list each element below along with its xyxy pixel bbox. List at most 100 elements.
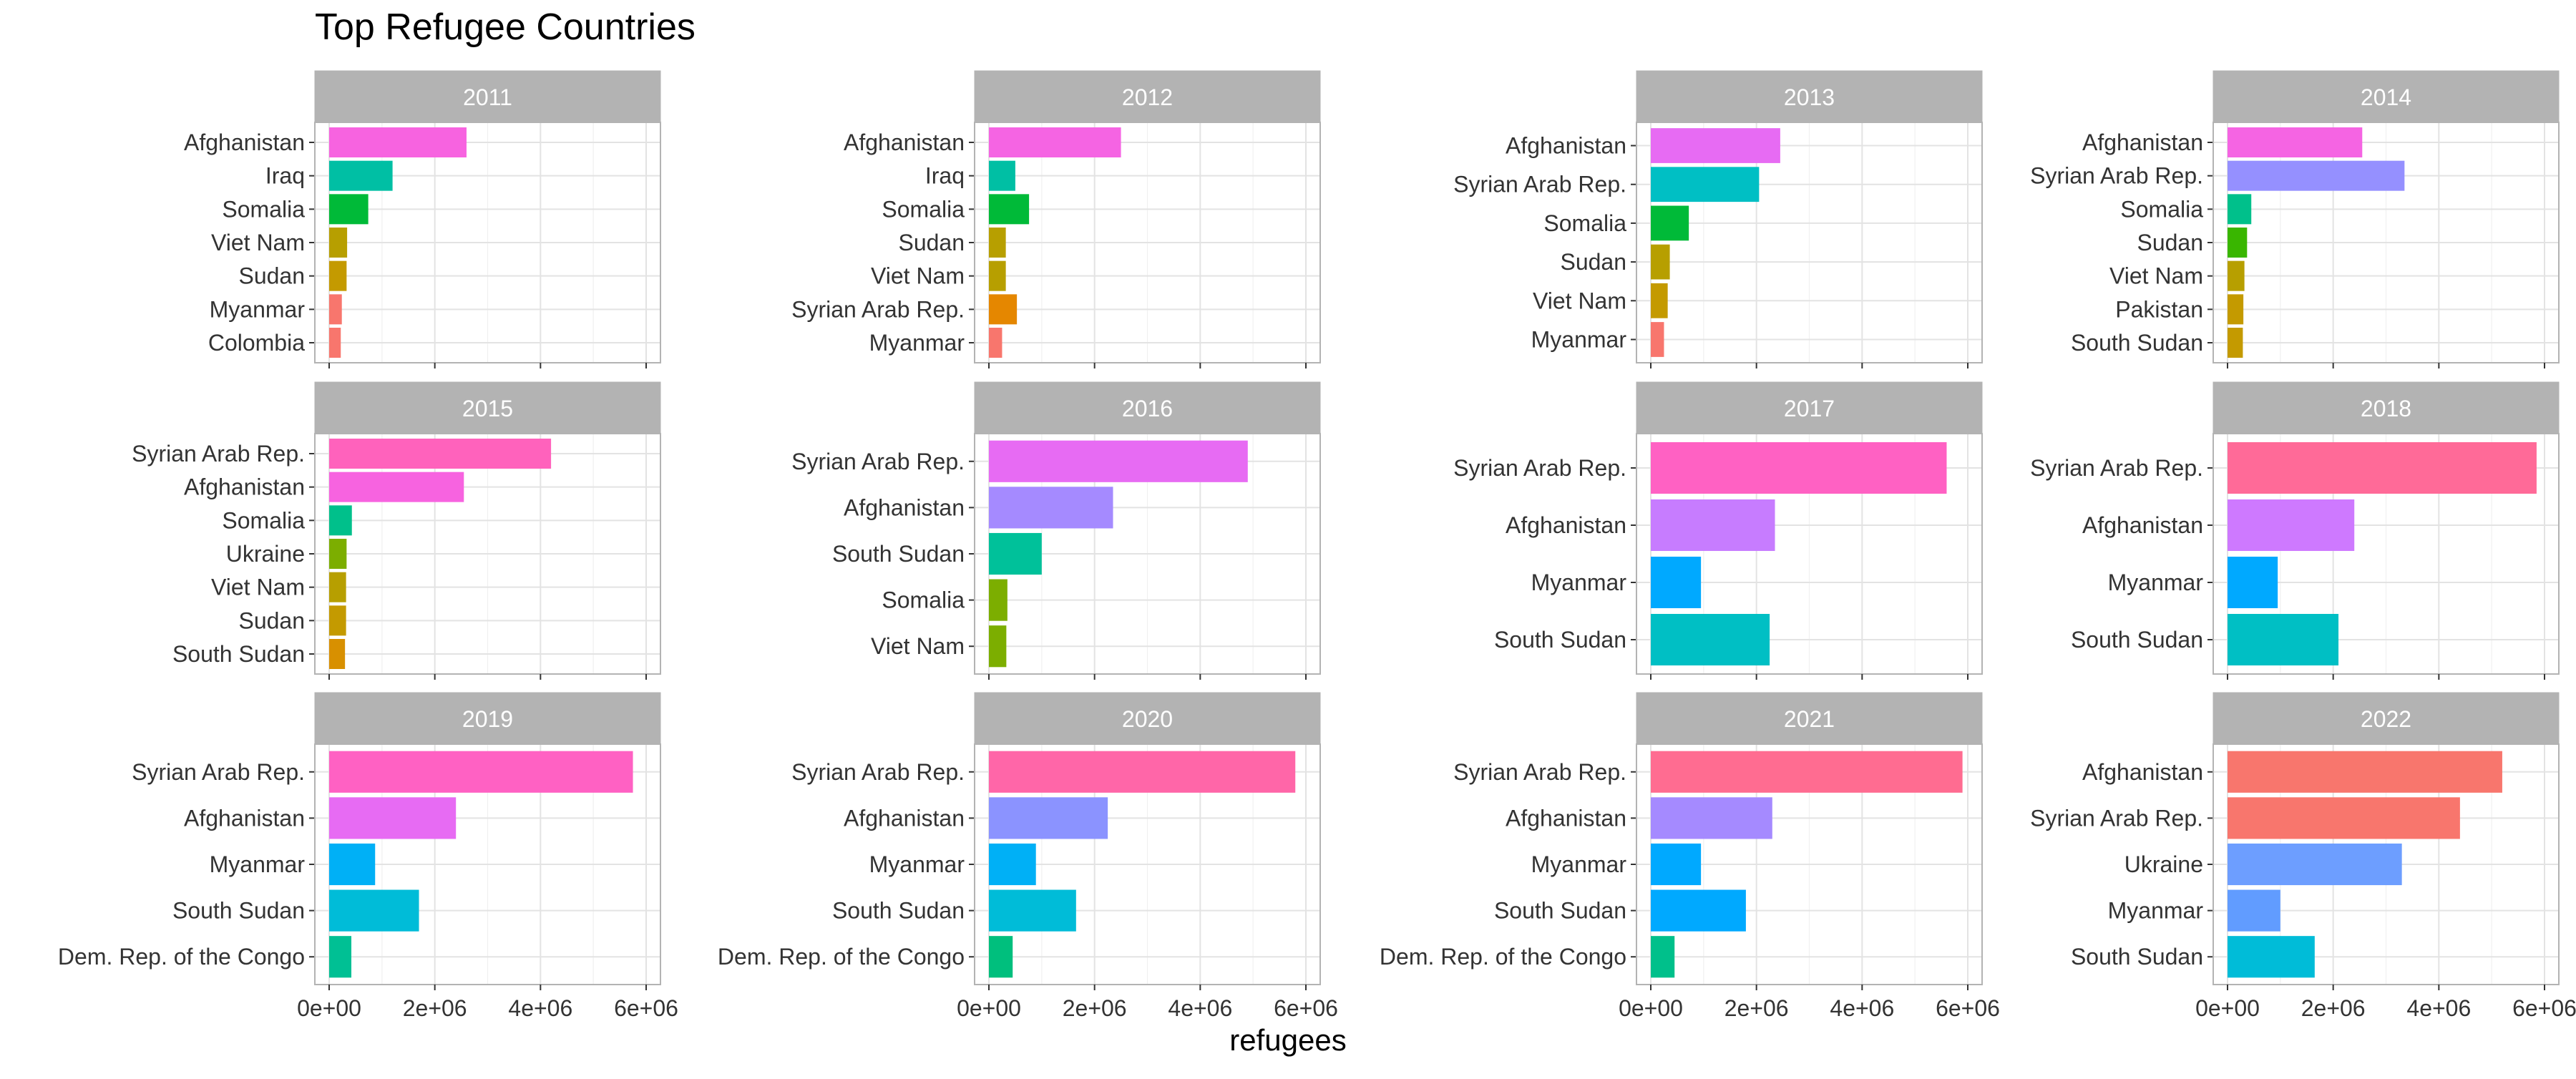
x-tick-label: 6e+06 (614, 995, 678, 1021)
bar (1651, 205, 1689, 241)
x-tick-label: 4e+06 (1830, 995, 1894, 1021)
bar (1651, 797, 1772, 839)
panel-border (1636, 743, 1983, 985)
y-tick-label: Somalia (2120, 196, 2203, 222)
y-tick-label: Syrian Arab Rep. (2030, 805, 2203, 831)
y-tick-label: Myanmar (210, 851, 306, 877)
bar (2228, 843, 2402, 886)
x-tick-label: 2e+06 (403, 995, 467, 1021)
y-tick-label: Sudan (238, 263, 305, 289)
facet-panel: 2020 Syrian Arab Rep. Afghanistan Myanmar So… (718, 692, 1338, 1021)
x-tick-label: 4e+06 (1168, 995, 1232, 1021)
facet-panel: 2015 Syrian Arab Rep. Afghanistan Somalia Uk… (132, 381, 661, 680)
facet-strip-label: 2015 (462, 396, 513, 421)
y-tick-label: South Sudan (2071, 627, 2203, 653)
bar (2228, 751, 2502, 793)
y-tick-label: Afghanistan (1506, 805, 1626, 831)
x-tick-label: 0e+00 (957, 995, 1021, 1021)
x-tick-label: 2e+06 (1724, 995, 1789, 1021)
panel-border (2212, 743, 2560, 985)
bar (2228, 260, 2245, 291)
y-tick-label: Dem. Rep. of the Congo (718, 944, 965, 970)
bar (989, 194, 1030, 225)
x-axis-label: refugees (1229, 1023, 1347, 1057)
bar (989, 127, 1121, 157)
bar (989, 328, 1002, 358)
bar (329, 328, 341, 358)
y-tick-label: Syrian Arab Rep. (2030, 455, 2203, 481)
bar (329, 228, 348, 258)
y-tick-label: Myanmar (2108, 898, 2204, 924)
facet-strip (1636, 381, 1983, 434)
y-tick-label: Somalia (882, 587, 965, 613)
bar (989, 797, 1108, 839)
x-tick-label: 0e+00 (297, 995, 361, 1021)
panel-border (1636, 122, 1983, 363)
facet-strip-label: 2017 (1784, 396, 1835, 421)
facet-strip-label: 2012 (1122, 84, 1173, 110)
facet-strip (974, 70, 1321, 123)
y-tick-label: Ukraine (226, 541, 305, 567)
bar (2228, 936, 2315, 978)
y-tick-label: Somalia (1543, 210, 1626, 236)
y-tick-label: Iraq (925, 163, 965, 189)
bar (1651, 322, 1664, 357)
facet-strip-label: 2021 (1784, 706, 1835, 732)
y-tick-label: Afghanistan (844, 494, 965, 520)
bar (329, 127, 467, 157)
panel-border (2212, 433, 2560, 675)
bar (989, 579, 1008, 621)
bar (329, 936, 352, 978)
bar (1651, 557, 1702, 608)
facet-strip (2212, 381, 2560, 434)
y-tick-label: Pakistan (2115, 296, 2203, 322)
facet-strip (1636, 692, 1983, 745)
panel-border (974, 433, 1321, 675)
bar (329, 605, 346, 636)
facet-strip-label: 2013 (1784, 84, 1835, 110)
y-tick-label: Somalia (222, 507, 305, 533)
bar (989, 160, 1015, 191)
facet-strip-label: 2019 (462, 706, 513, 732)
y-tick-label: Syrian Arab Rep. (132, 441, 305, 467)
bar (989, 889, 1076, 932)
bar (2228, 294, 2244, 325)
bar (1651, 442, 1947, 494)
facet-strip-label: 2014 (2361, 84, 2411, 110)
facet-panel: 2022 Afghanistan Syrian Arab Rep. Ukraine My… (2030, 692, 2576, 1021)
y-tick-label: Viet Nam (2109, 263, 2203, 289)
y-tick-label: Afghanistan (184, 130, 305, 155)
y-tick-label: Viet Nam (211, 575, 305, 600)
y-tick-label: South Sudan (2071, 330, 2203, 356)
y-tick-label: Somalia (222, 196, 305, 222)
facet-strip (2212, 70, 2560, 123)
bar (989, 440, 1248, 482)
y-tick-label: Sudan (2137, 230, 2203, 255)
y-tick-label: Afghanistan (844, 805, 965, 831)
facet-panel: 2016 Syrian Arab Rep. Afghanistan South Sud… (791, 381, 1321, 680)
y-tick-label: Dem. Rep. of the Congo (1380, 944, 1626, 970)
bar (1651, 936, 1675, 978)
y-tick-label: Myanmar (210, 296, 306, 322)
y-tick-label: Syrian Arab Rep. (1453, 455, 1626, 481)
bar (329, 751, 633, 793)
y-tick-label: Sudan (238, 607, 305, 633)
y-tick-label: Syrian Arab Rep. (791, 296, 965, 322)
facet-panel: 2018 Syrian Arab Rep. Afghanistan Myanmar So… (2030, 381, 2560, 680)
bar (2228, 194, 2252, 225)
y-tick-label: Syrian Arab Rep. (2030, 163, 2203, 189)
facet-panel: 2019 Syrian Arab Rep. Afghanistan Myanmar So… (58, 692, 678, 1021)
panel-border (1636, 433, 1983, 675)
bar (2228, 889, 2280, 932)
bar (329, 160, 393, 191)
x-tick-label: 6e+06 (1274, 995, 1338, 1021)
facet-panel: 2013 Afghanistan Syrian Arab Rep. Somalia Su… (1453, 70, 1983, 368)
bar (2228, 127, 2363, 157)
bar (329, 472, 464, 502)
bar (1651, 167, 1760, 202)
bar (2228, 228, 2248, 258)
y-tick-label: Myanmar (1531, 851, 1627, 877)
bar (2228, 328, 2243, 358)
facet-strip (314, 381, 661, 434)
y-tick-label: South Sudan (832, 541, 965, 567)
